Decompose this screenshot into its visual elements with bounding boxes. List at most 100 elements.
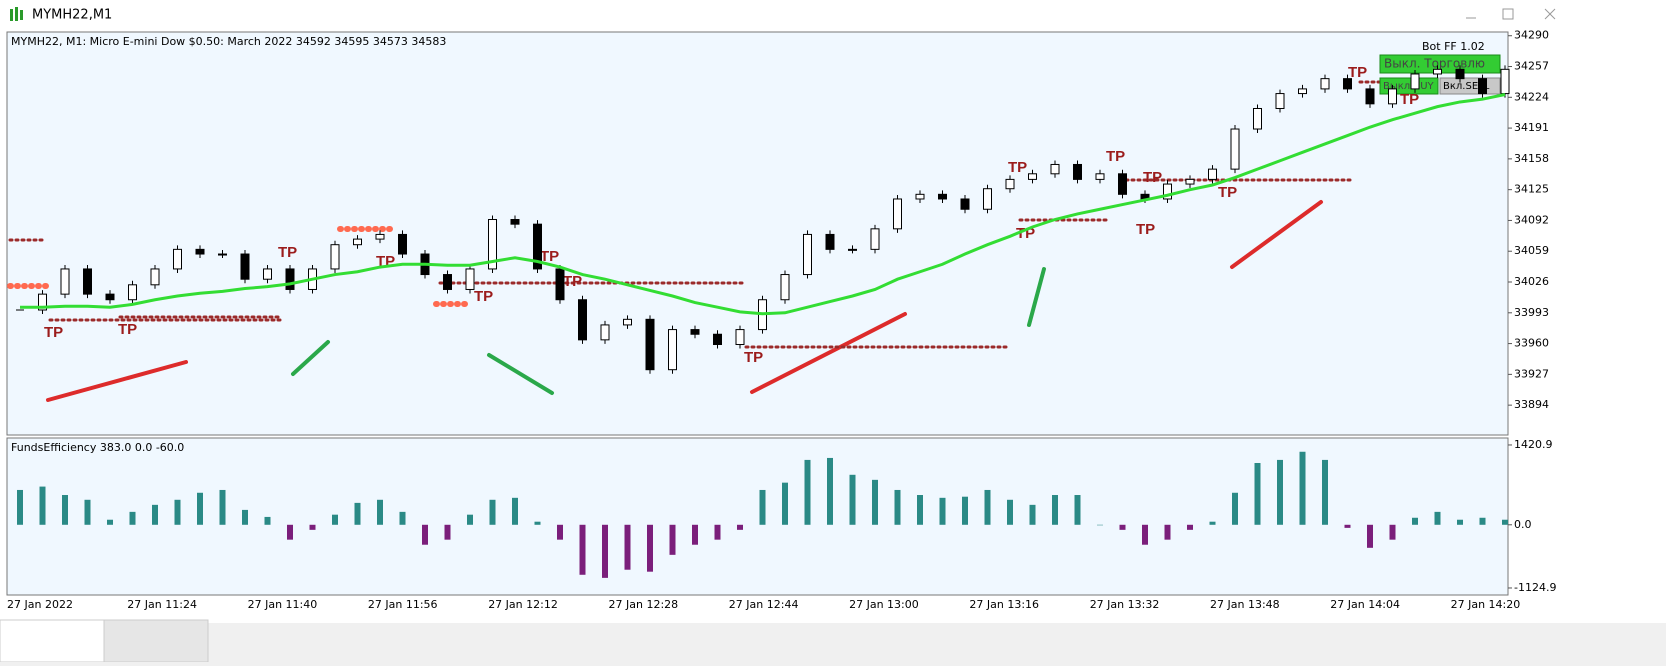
bar bbox=[1119, 524, 1126, 530]
window-title: MYMH22,M1 bbox=[32, 8, 112, 23]
candle bbox=[803, 233, 812, 276]
candle bbox=[668, 329, 677, 371]
candle bbox=[960, 198, 970, 210]
x-tick-label: 27 Jan 12:12 bbox=[488, 598, 558, 611]
candle bbox=[1163, 183, 1172, 200]
candle bbox=[1433, 68, 1442, 75]
candle bbox=[690, 329, 700, 335]
y-tick-label: 34026 bbox=[1514, 275, 1549, 288]
tp-label: TP bbox=[118, 321, 137, 338]
candle bbox=[353, 238, 362, 246]
x-tick-label: 27 Jan 11:56 bbox=[368, 598, 438, 611]
tp-label: TP bbox=[540, 248, 559, 265]
candle bbox=[623, 318, 632, 326]
tp-label: TP bbox=[474, 288, 493, 305]
bar bbox=[1007, 499, 1013, 525]
candle bbox=[1095, 173, 1105, 180]
bar bbox=[827, 457, 833, 525]
candle bbox=[60, 268, 70, 295]
candle bbox=[465, 268, 475, 290]
candle bbox=[1455, 68, 1465, 80]
button-label[interactable]: Выкл. Торговлю bbox=[1384, 57, 1485, 71]
bar bbox=[782, 482, 788, 525]
tp-label: TP bbox=[1218, 184, 1237, 201]
tp-label: TP bbox=[278, 244, 297, 261]
candle bbox=[1343, 78, 1352, 90]
candle bbox=[600, 324, 610, 341]
tp-label: TP bbox=[1348, 64, 1367, 81]
bar bbox=[377, 499, 383, 525]
bar bbox=[489, 499, 496, 525]
bar bbox=[332, 514, 338, 525]
x-tick-label: 27 Jan 2022 bbox=[7, 598, 73, 611]
bar bbox=[242, 509, 248, 525]
bar bbox=[1277, 459, 1283, 525]
candle bbox=[1028, 173, 1037, 180]
bar bbox=[737, 524, 743, 530]
bar bbox=[309, 524, 316, 530]
x-tick-label: 27 Jan 12:44 bbox=[729, 598, 799, 611]
candle bbox=[1298, 88, 1307, 95]
x-tick-label: 27 Jan 13:16 bbox=[969, 598, 1039, 611]
y-tick-label: 34290 bbox=[1514, 29, 1549, 42]
bar bbox=[129, 511, 136, 525]
bar bbox=[197, 492, 203, 525]
bar bbox=[174, 499, 181, 525]
bar bbox=[917, 495, 923, 525]
bar bbox=[1299, 451, 1306, 525]
candle bbox=[488, 219, 497, 270]
tp-label: TP bbox=[1136, 221, 1155, 238]
candle bbox=[1320, 78, 1330, 90]
bar bbox=[62, 495, 68, 525]
bar bbox=[219, 489, 226, 525]
candle bbox=[578, 299, 587, 341]
price-panel bbox=[6, 31, 1509, 436]
window-controls[interactable] bbox=[1466, 8, 1556, 20]
button-label[interactable]: Выкл.BUY bbox=[1383, 81, 1435, 92]
bar bbox=[759, 489, 766, 525]
y-tick-label: 34224 bbox=[1514, 90, 1549, 103]
bar bbox=[534, 521, 541, 525]
candle bbox=[533, 223, 542, 270]
bar bbox=[84, 499, 91, 525]
y-tick-label: 33993 bbox=[1514, 306, 1549, 319]
moving-average bbox=[20, 93, 1506, 316]
candle bbox=[285, 268, 295, 290]
bar bbox=[1164, 524, 1171, 540]
tab[interactable] bbox=[0, 619, 105, 663]
candle bbox=[398, 233, 407, 255]
bar bbox=[714, 524, 721, 540]
bar bbox=[1187, 524, 1193, 530]
bar bbox=[579, 524, 586, 575]
bot-title: Bot FF 1.02 bbox=[1422, 40, 1485, 53]
candle bbox=[1410, 73, 1420, 90]
candle bbox=[825, 233, 835, 250]
y-tick-label: 34125 bbox=[1514, 183, 1549, 196]
bar bbox=[1232, 492, 1238, 525]
candle bbox=[173, 248, 182, 270]
bar bbox=[1074, 495, 1081, 525]
candle bbox=[263, 268, 272, 280]
y-tick-label: 33927 bbox=[1514, 367, 1549, 380]
candle bbox=[735, 329, 745, 346]
y-tick-label: 34257 bbox=[1514, 60, 1549, 73]
y-tick-label: 34059 bbox=[1514, 244, 1549, 257]
candle bbox=[375, 233, 385, 240]
candle bbox=[38, 293, 47, 311]
bar bbox=[399, 511, 406, 525]
candle bbox=[1230, 128, 1240, 170]
candle bbox=[555, 268, 565, 301]
candle bbox=[983, 188, 992, 210]
bar bbox=[467, 514, 473, 525]
bar bbox=[602, 524, 608, 578]
bar bbox=[1142, 524, 1148, 545]
bar bbox=[17, 489, 23, 525]
bar bbox=[894, 489, 901, 525]
button-label[interactable]: Вкл.SELL bbox=[1443, 81, 1490, 92]
y-tick-label: 0.0 bbox=[1514, 518, 1532, 531]
tab[interactable] bbox=[103, 619, 209, 663]
bar bbox=[692, 524, 698, 545]
bar bbox=[107, 519, 113, 525]
tp-label: TP bbox=[1400, 91, 1419, 108]
candle bbox=[510, 219, 520, 225]
